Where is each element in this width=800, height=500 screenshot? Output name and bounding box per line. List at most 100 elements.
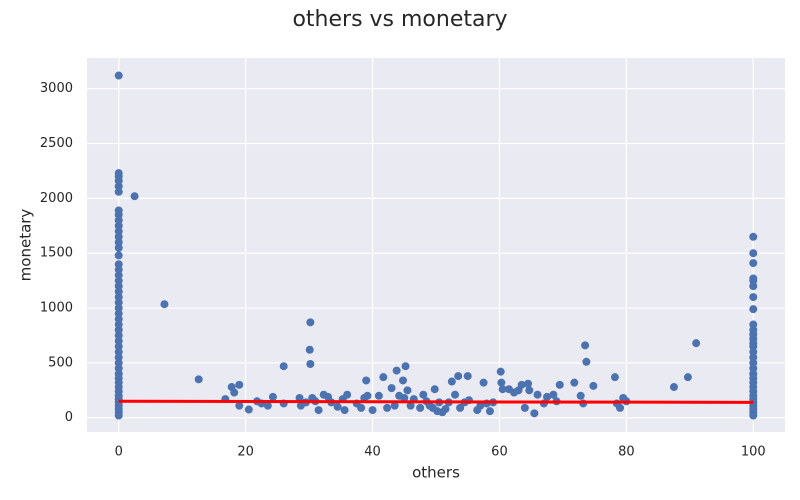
plot-area <box>87 58 785 432</box>
point <box>114 276 123 285</box>
point <box>114 347 123 356</box>
point <box>114 265 123 274</box>
point <box>399 376 408 385</box>
x-axis-label: others <box>412 464 460 482</box>
point <box>340 406 349 415</box>
x-tick-label: 20 <box>237 445 254 460</box>
point <box>390 401 399 410</box>
point <box>447 377 456 386</box>
point <box>114 227 123 236</box>
y-axis-label: monetary <box>17 209 35 282</box>
point <box>114 304 123 313</box>
point <box>235 401 244 410</box>
point <box>589 381 598 390</box>
point <box>530 409 539 418</box>
x-tick-label: 0 <box>115 445 123 460</box>
point <box>114 309 123 318</box>
point <box>114 182 123 191</box>
point <box>357 403 366 412</box>
point <box>268 392 277 401</box>
point <box>749 274 758 283</box>
point <box>392 366 401 375</box>
point <box>362 376 371 385</box>
point <box>496 367 505 376</box>
point <box>114 187 123 196</box>
point <box>230 388 239 397</box>
point <box>549 390 558 399</box>
point <box>306 318 315 327</box>
x-tick-label: 40 <box>364 445 381 460</box>
point <box>581 341 590 350</box>
point <box>114 298 123 307</box>
point <box>114 71 123 80</box>
point <box>114 206 123 215</box>
point <box>114 353 123 362</box>
point <box>114 243 123 252</box>
point <box>114 260 123 269</box>
point <box>114 221 123 230</box>
point <box>114 364 123 373</box>
point <box>749 282 758 291</box>
point <box>749 320 758 329</box>
point <box>114 358 123 367</box>
point <box>517 380 526 389</box>
point <box>368 406 377 415</box>
point <box>669 383 678 392</box>
point <box>114 336 123 345</box>
point <box>610 373 619 382</box>
point <box>194 375 203 384</box>
point <box>463 372 472 381</box>
point <box>114 271 123 280</box>
y-tick-label: 2000 <box>40 191 73 206</box>
point <box>498 385 507 394</box>
point <box>441 404 450 413</box>
point <box>683 373 692 382</box>
y-tick-label: 1000 <box>40 301 73 316</box>
point <box>114 315 123 324</box>
point <box>114 287 123 296</box>
point <box>524 379 533 388</box>
point <box>749 358 758 367</box>
point <box>476 401 485 410</box>
point <box>306 360 315 368</box>
point <box>749 326 758 334</box>
y-tick-label: 500 <box>48 355 73 370</box>
point <box>485 407 494 416</box>
point <box>582 357 591 366</box>
point <box>403 386 412 395</box>
point <box>401 362 410 371</box>
point <box>114 369 123 378</box>
point <box>383 403 392 412</box>
point <box>430 385 439 394</box>
point <box>570 378 579 387</box>
point <box>520 403 529 412</box>
point <box>749 232 758 241</box>
point <box>749 347 758 356</box>
point <box>749 249 758 258</box>
point <box>314 406 323 415</box>
point <box>616 403 625 412</box>
point <box>114 216 123 225</box>
point <box>406 401 415 410</box>
point <box>114 293 123 302</box>
point <box>279 362 288 371</box>
point <box>114 232 123 241</box>
point <box>114 251 123 260</box>
point <box>749 369 758 378</box>
regression-line <box>118 399 754 404</box>
point <box>497 378 506 387</box>
x-tick-label: 60 <box>491 445 508 460</box>
point <box>419 390 428 399</box>
point <box>525 386 534 395</box>
point <box>130 192 139 201</box>
y-tick-label: 2500 <box>40 136 73 151</box>
chart-title: others vs monetary <box>292 7 507 32</box>
y-tick-label: 3000 <box>40 81 73 96</box>
y-tick-label: 0 <box>65 410 73 425</box>
x-tick-label: 80 <box>618 445 635 460</box>
point <box>114 238 123 247</box>
point <box>416 403 425 412</box>
point <box>543 392 552 401</box>
y-tick-label: 1500 <box>40 246 73 261</box>
